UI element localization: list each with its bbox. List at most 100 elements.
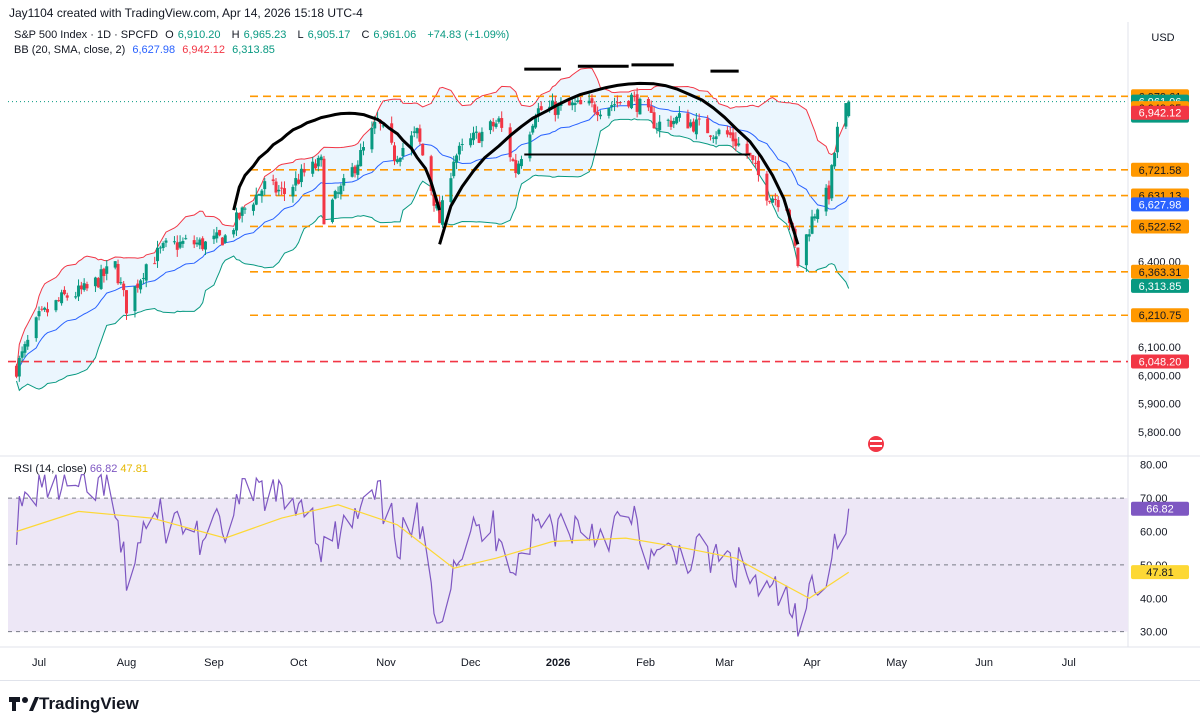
- candle-body: [122, 283, 126, 291]
- candle-body: [79, 285, 83, 290]
- time-tick-label: Mar: [715, 657, 734, 669]
- price-chart[interactable]: 6,400.006,100.006,000.005,900.005,800.00…: [0, 0, 1200, 680]
- candle-body: [220, 237, 224, 246]
- candle-body: [77, 285, 81, 297]
- candle-body: [632, 95, 636, 97]
- candle-body: [311, 161, 315, 174]
- candle-body: [350, 167, 354, 177]
- price-change: +74.83 (+1.09%): [427, 29, 510, 41]
- candle-body: [302, 169, 306, 173]
- candle-body: [333, 191, 337, 199]
- level-tag: 6,210.75: [1139, 310, 1182, 322]
- symbol-legend[interactable]: S&P 500 Index · 1D · SPCFD O 6,910.20 H 6,…: [14, 29, 513, 41]
- candle-body: [74, 296, 78, 298]
- candle-body: [488, 121, 492, 131]
- candle-body: [844, 103, 848, 127]
- candle-body: [675, 116, 679, 124]
- candle-body: [240, 207, 244, 216]
- rsi-tick-label: 40.00: [1140, 593, 1168, 605]
- candle-body: [598, 114, 602, 117]
- candle-body: [192, 240, 196, 245]
- candle-body: [550, 100, 554, 108]
- candle-body: [768, 201, 772, 203]
- candle-body: [576, 100, 580, 103]
- c-label: C: [361, 29, 370, 41]
- candle-body: [452, 161, 456, 177]
- candle-body: [260, 190, 264, 197]
- candle-body: [765, 173, 769, 201]
- header-bar: Jay1104 created with TradingView.com, Ap…: [0, 0, 1200, 22]
- candle-body: [587, 100, 591, 104]
- candle-body: [649, 106, 653, 113]
- candle-body: [119, 282, 123, 284]
- bb-label: BB (20, SMA, close, 2): [14, 44, 126, 56]
- bollinger-bands: [16, 67, 850, 392]
- candle-body: [232, 230, 236, 235]
- candle-body: [198, 239, 202, 246]
- tradingview-logo-icon: [9, 697, 39, 711]
- bb-lower-value: 6,313.85: [232, 44, 275, 56]
- candle-body: [830, 165, 834, 199]
- candle-body: [629, 94, 633, 109]
- candle-body: [282, 188, 286, 195]
- chart-credit: Jay1104 created with TradingView.com, Ap…: [9, 6, 363, 20]
- rsi-tick-label: 60.00: [1140, 526, 1168, 538]
- candle-body: [440, 200, 444, 225]
- candle-body: [274, 181, 278, 193]
- candle-body: [804, 234, 808, 266]
- bb-basis-tag: 6,627.98: [1139, 199, 1182, 211]
- candle-body: [178, 241, 182, 248]
- candle-body: [43, 307, 47, 310]
- candle-body: [314, 163, 318, 169]
- rsi-tick-label: 80.00: [1140, 460, 1168, 472]
- level-tag: 6,363.31: [1139, 267, 1182, 279]
- candle-body: [195, 242, 199, 245]
- candle-body: [330, 199, 334, 223]
- candle-body: [737, 143, 741, 146]
- candle-body: [93, 277, 97, 287]
- candle-body: [271, 179, 275, 182]
- time-tick-label: Dec: [461, 657, 481, 669]
- candle-body: [615, 102, 619, 104]
- candle-body: [164, 240, 168, 243]
- candle-body: [827, 185, 831, 200]
- candle-body: [243, 208, 247, 210]
- candle-body: [689, 122, 693, 127]
- candle-body: [336, 192, 340, 194]
- candle-body: [316, 157, 320, 167]
- candle-body: [480, 131, 484, 142]
- level-tag: 6,721.58: [1139, 165, 1182, 177]
- level-tag-bg: [1131, 354, 1189, 369]
- candle-body: [672, 120, 676, 125]
- bb-lower-tag-bg: [1131, 278, 1189, 293]
- h-label: H: [231, 29, 240, 41]
- candle-body: [511, 159, 515, 161]
- us-flag-stripe: [870, 445, 882, 447]
- bb-upper-line: [16, 67, 850, 373]
- tradingview-logo[interactable]: TradingView: [9, 693, 139, 715]
- candle-body: [539, 106, 543, 110]
- candle-body: [438, 201, 442, 224]
- candle-body: [432, 193, 436, 206]
- candle-body: [136, 283, 140, 288]
- candle-body: [813, 216, 817, 219]
- currency-label[interactable]: USD: [1151, 32, 1175, 44]
- bb-legend[interactable]: BB (20, SMA, close, 2) 6,627.98 6,942.12…: [14, 44, 279, 56]
- candle-body: [573, 103, 577, 106]
- candle-body: [20, 351, 24, 358]
- price-tick-label: 6,000.00: [1138, 370, 1181, 382]
- candle-body: [294, 178, 298, 186]
- candle-body: [471, 132, 475, 141]
- candle-body: [339, 185, 343, 195]
- rsi-value-tag: 66.82: [1146, 504, 1174, 516]
- ohlc-close: C 6,961.06: [361, 29, 420, 41]
- candle-body: [635, 94, 639, 112]
- price-tick-label: 5,800.00: [1138, 427, 1181, 439]
- drawings: [232, 63, 884, 452]
- candle-body: [133, 286, 137, 312]
- rsi-legend[interactable]: RSI (14, close) 66.82 47.81: [14, 463, 148, 475]
- time-tick-label: Oct: [290, 657, 307, 669]
- candle-body: [153, 263, 157, 265]
- candle-body: [508, 127, 512, 158]
- candle-body: [717, 129, 721, 135]
